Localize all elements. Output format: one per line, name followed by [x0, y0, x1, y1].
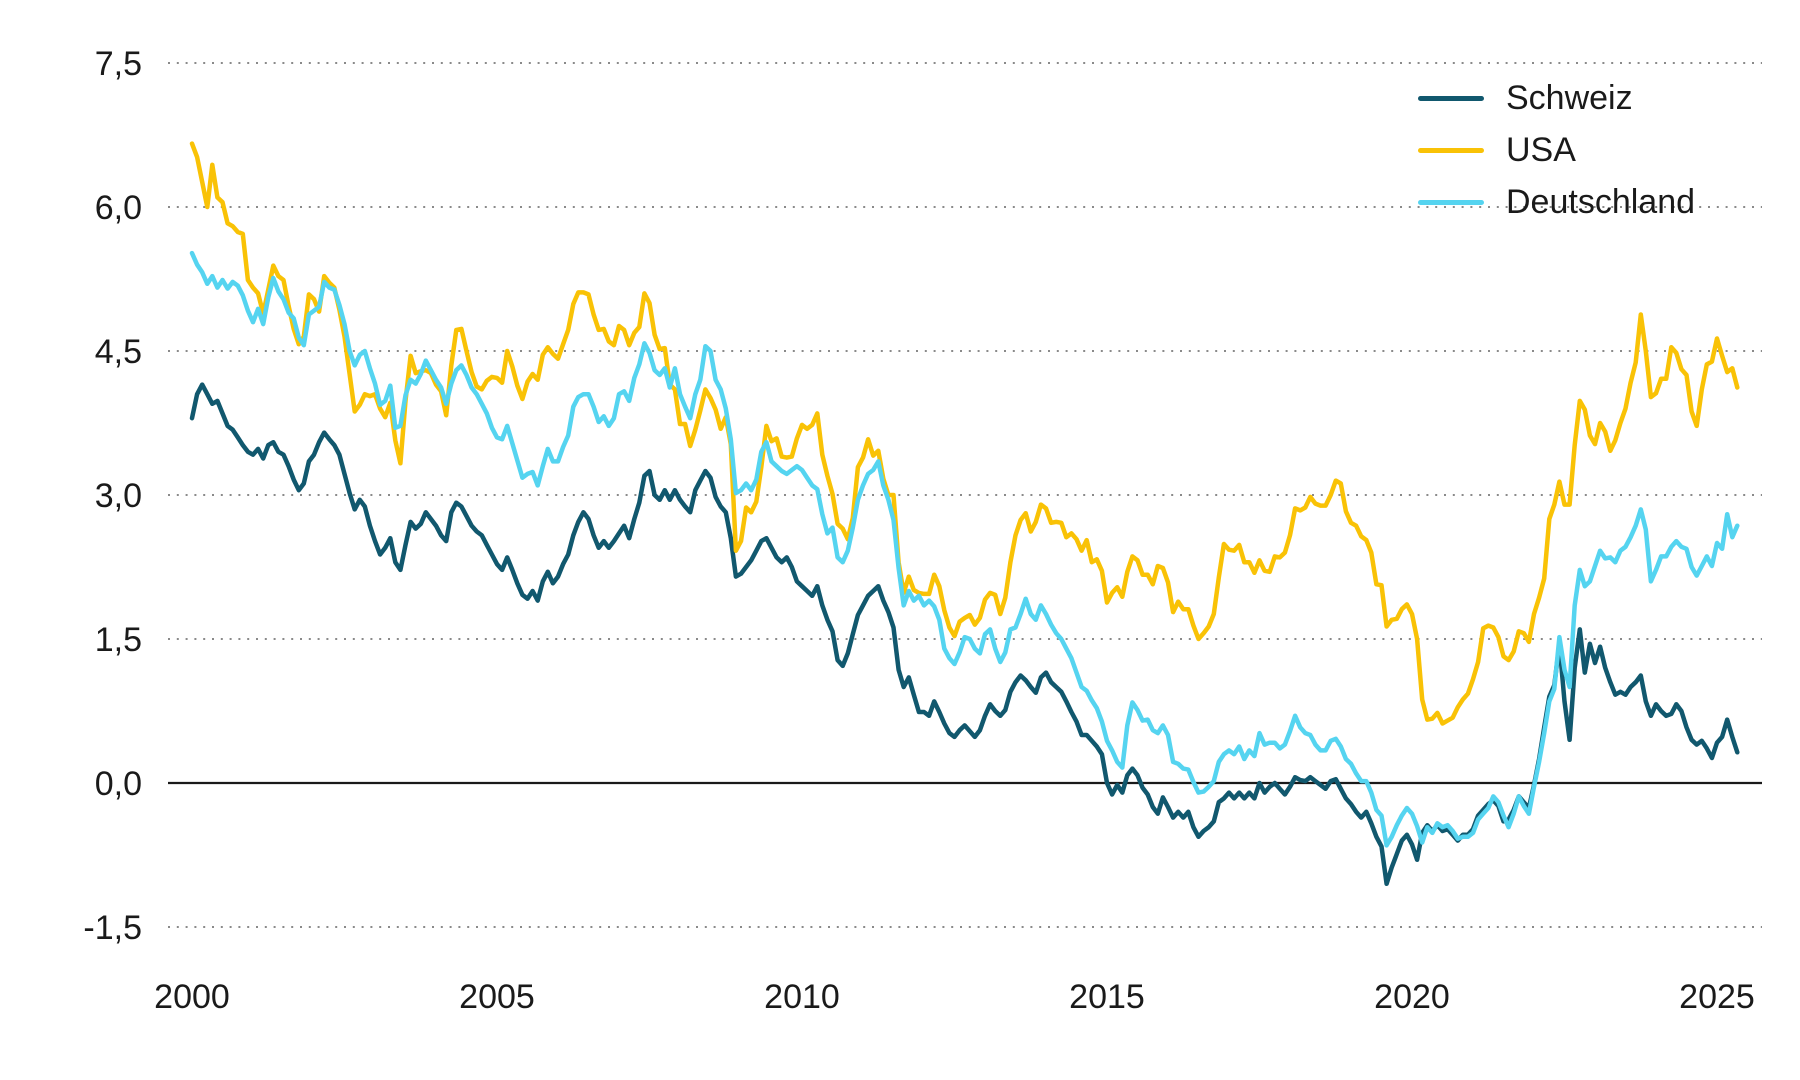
legend-swatch-deutschland — [1418, 199, 1484, 205]
x-tick-label: 2005 — [459, 978, 535, 1016]
x-tick-label: 2025 — [1679, 978, 1755, 1016]
y-tick-label: 1,5 — [95, 621, 142, 659]
line-schweiz — [189, 382, 1740, 887]
x-tick-label: 2020 — [1374, 978, 1450, 1016]
y-tick-label: -1,5 — [83, 909, 142, 947]
legend-label-schweiz: Schweiz — [1506, 78, 1633, 117]
y-tick-label: 4,5 — [95, 333, 142, 371]
x-tick-label: 2000 — [154, 978, 230, 1016]
line-deutschland — [189, 250, 1740, 848]
legend-item-schweiz: Schweiz — [1418, 72, 1695, 124]
x-tick-label: 2010 — [764, 978, 840, 1016]
y-tick-label: 3,0 — [95, 477, 142, 515]
legend-item-usa: USA — [1418, 124, 1695, 176]
y-tick-label: 7,5 — [95, 45, 142, 83]
legend-swatch-schweiz — [1418, 95, 1484, 101]
y-tick-label: 0,0 — [95, 765, 142, 803]
legend-item-deutschland: Deutschland — [1418, 176, 1695, 228]
x-tick-label: 2015 — [1069, 978, 1145, 1016]
legend-label-usa: USA — [1506, 130, 1576, 169]
legend-swatch-usa — [1418, 147, 1484, 153]
legend-label-deutschland: Deutschland — [1506, 182, 1696, 221]
y-tick-label: 6,0 — [95, 189, 142, 227]
legend: Schweiz USA Deutschland — [1418, 72, 1695, 228]
